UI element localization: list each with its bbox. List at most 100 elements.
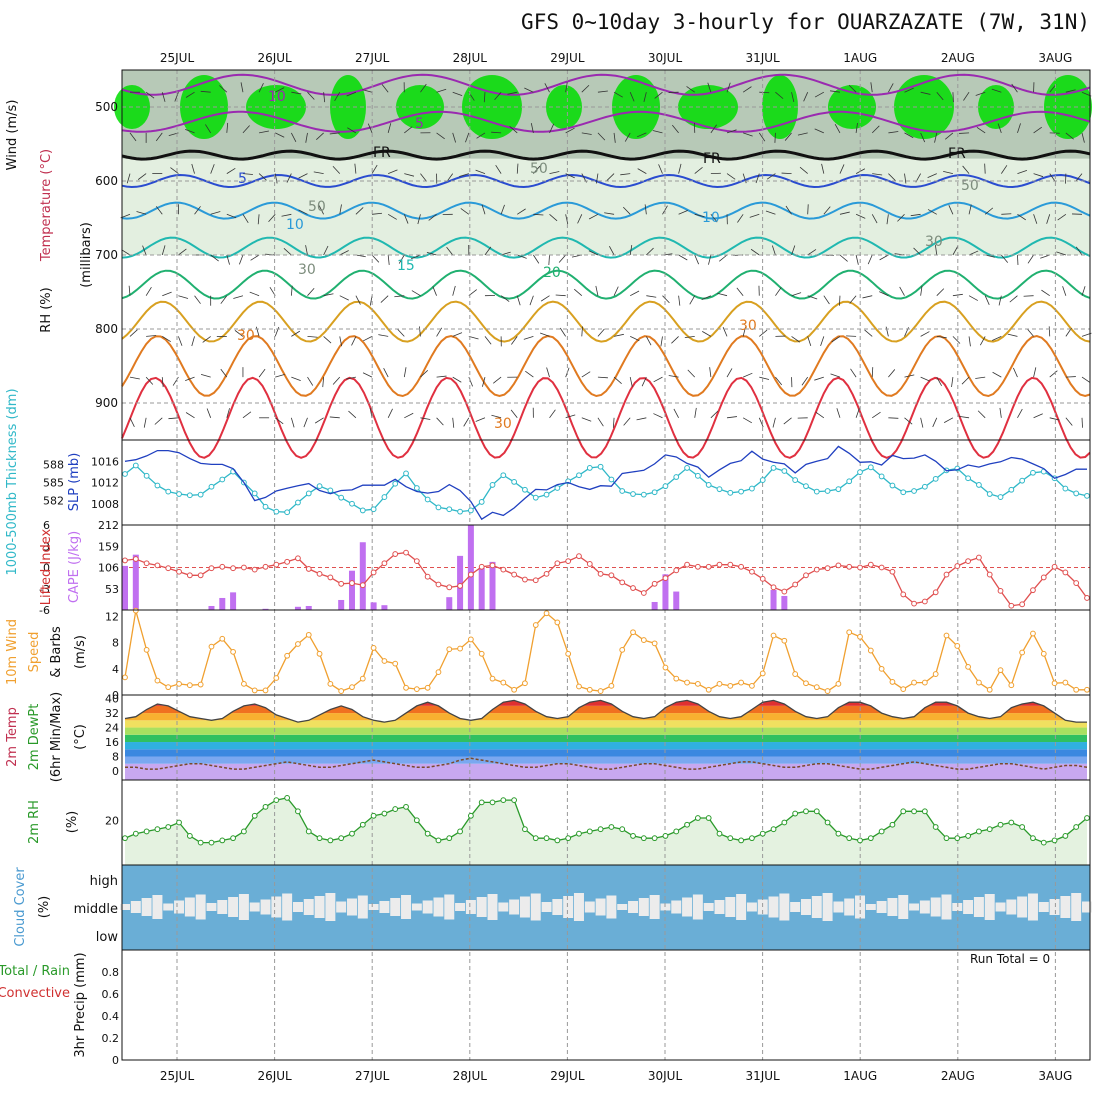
wind-barb: [742, 173, 747, 184]
cloud-cell: [325, 893, 336, 921]
wind-speed-line-point: [435, 669, 442, 676]
lifted-index-line-point: [1051, 563, 1058, 570]
cloud-cell: [303, 899, 314, 915]
rh2m-line-point: [457, 828, 463, 835]
wind-barb: [362, 89, 373, 93]
lifted-index-line-point: [295, 555, 301, 562]
temp-contour-10: [121, 201, 1091, 220]
wind-barb: [998, 295, 1002, 306]
cloud-cell: [487, 894, 498, 920]
wind-barb: [934, 132, 938, 143]
wind-speed-line-point: [511, 686, 518, 693]
wind-speed-line-point: [413, 686, 420, 693]
cape-tick: 212: [98, 519, 119, 532]
wind-barb: [1027, 254, 1034, 264]
wind-barb: [888, 417, 899, 419]
wind-barb: [920, 331, 930, 337]
thickness-line-point: [781, 468, 788, 474]
wind-barb: [154, 417, 163, 425]
temp-tick: 40: [105, 693, 119, 706]
wind-barb: [307, 376, 314, 386]
thickness-line-point: [835, 486, 842, 493]
wind-barb: [367, 123, 373, 134]
wind-barb: [463, 417, 470, 427]
wind-barb: [758, 132, 766, 142]
wind-barb: [968, 295, 978, 301]
wind-barb: [210, 254, 219, 262]
thickness-line-point: [1084, 492, 1090, 499]
wind-barb: [436, 88, 447, 93]
wind-barb: [234, 330, 244, 337]
wind-barb: [323, 245, 329, 256]
thickness-line-point: [965, 475, 972, 482]
wind-barb: [581, 132, 592, 135]
rh2m-line-point: [370, 812, 377, 819]
rh2m-line-point: [446, 835, 453, 842]
wind-barb: [815, 411, 825, 419]
wind-barb: [565, 414, 576, 419]
cloud-cell: [174, 900, 185, 914]
wind-barb: [689, 295, 696, 305]
lifted-index-line-point: [738, 563, 745, 570]
wind-barb: [307, 336, 318, 338]
thickness-line-point: [803, 483, 809, 490]
lifted-index-line-point: [651, 580, 658, 587]
lifted-index-line-point: [586, 561, 593, 567]
wind-speed-line-point: [986, 686, 993, 693]
wind-barb: [298, 173, 308, 179]
cloud-cell: [746, 902, 757, 912]
wind-barb: [848, 84, 857, 93]
wind-barb: [644, 204, 647, 215]
cloud-cell: [455, 903, 466, 911]
wind-barb: [662, 205, 668, 215]
cloud-cell: [638, 898, 649, 916]
wind-barb: [968, 336, 971, 347]
rh2m-line-point: [857, 837, 863, 844]
wind-barb: [1041, 289, 1050, 297]
wind-barb: [517, 208, 526, 215]
wind-barb: [1026, 328, 1034, 337]
wind-speed-line-point: [911, 679, 917, 686]
wind-speed-line-point: [478, 650, 485, 657]
wind-barb: [660, 336, 663, 347]
cloud-cell: [163, 903, 174, 911]
thickness-line-point: [338, 494, 345, 501]
wind-barb: [460, 208, 470, 215]
lifted-index-line-point: [532, 577, 539, 584]
rh2m-line-point: [824, 819, 831, 826]
wind-barb: [339, 336, 343, 347]
wind-barb: [977, 410, 986, 419]
wind-barb: [653, 413, 663, 419]
wind-barb: [404, 173, 415, 177]
thickness-line-point: [705, 482, 712, 488]
wind-speed-line-point: [1040, 650, 1047, 657]
wind-barb: [613, 132, 616, 143]
wind-barb: [871, 214, 878, 224]
thickness-line-point: [846, 478, 853, 485]
thickness-line-point: [349, 500, 355, 507]
lifted-index-line-point: [911, 600, 917, 607]
wind-barb: [758, 417, 764, 428]
wind-barb: [313, 171, 324, 174]
thickness-line-point: [262, 503, 269, 510]
wind-barb: [772, 417, 776, 428]
wind-barb: [172, 376, 179, 386]
cloud-cell: [898, 895, 909, 919]
wind-barb: [155, 206, 163, 215]
wind-speed-line-point: [349, 684, 355, 691]
contour-label: 10: [286, 217, 304, 233]
rh2m-line-point: [943, 835, 950, 842]
wind-barb: [864, 329, 873, 337]
wind-barb: [620, 173, 631, 176]
rh2m-line-point: [694, 815, 701, 821]
wind-barb: [286, 173, 292, 183]
wind-barb: [220, 295, 228, 304]
wind-barb: [298, 209, 308, 215]
rh2m-line-point: [619, 826, 626, 833]
wind-barb: [872, 173, 883, 176]
lifted-index-line-point: [489, 562, 496, 569]
wind-barb: [240, 82, 244, 93]
rh2m-line-point: [835, 830, 842, 837]
wind-barb: [291, 330, 301, 337]
lifted-ylabel: Lifted Index: [39, 528, 54, 605]
